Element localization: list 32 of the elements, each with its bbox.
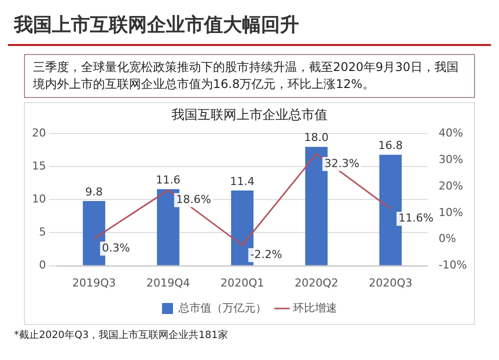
data-label: 16.8 <box>378 139 403 152</box>
chart-subtitle: 三季度，全球量化宽松政策推动下的股市持续升温，截至2020年9月30日，我国境内外上市的互联网企业总市值为16.8万亿元，环比上涨12%。 <box>24 54 475 98</box>
data-label: 18.0 <box>304 131 329 144</box>
y-tick-label: 10 <box>32 192 46 206</box>
y2-tick-label: 10% <box>438 206 464 219</box>
data-label: 32.3% <box>324 156 360 170</box>
y-tick-label: 20 <box>32 126 46 140</box>
x-tick-label: 2020Q3 <box>368 276 412 290</box>
data-label: 18.6% <box>176 193 212 206</box>
y2-tick-label: -10% <box>438 258 468 272</box>
y-tick-label: 0 <box>38 258 46 272</box>
x-tick-label: 2020Q2 <box>294 276 338 290</box>
y2-tick-label: 30% <box>438 152 464 166</box>
data-label: 0.3% <box>102 241 130 254</box>
chart-title: 我国上市互联网企业市值大幅回升 <box>8 8 491 46</box>
legend-label: 总市值（万亿元） <box>178 301 266 314</box>
x-tick-label: 2019Q4 <box>146 276 190 290</box>
y-tick-label: 15 <box>32 160 46 173</box>
legend-label: 环比增速 <box>293 301 337 314</box>
text: 我国互联网上市企业总市值 <box>170 107 328 124</box>
data-label: 11.6 <box>156 173 180 186</box>
y2-tick-label: 20% <box>438 179 464 192</box>
data-label: 11.6% <box>398 212 434 225</box>
y-tick-label: 5 <box>38 226 46 239</box>
y2-tick-label: 0% <box>438 232 456 246</box>
data-label: -2.2% <box>250 248 282 262</box>
text: *截止2020年Q3，我国上市互联网企业共181家 <box>14 328 229 342</box>
data-label: 11.4 <box>230 174 255 188</box>
y2-tick-label: 40% <box>438 126 464 140</box>
x-tick-label: 2020Q1 <box>220 276 264 290</box>
data-label: 9.8 <box>85 185 103 198</box>
x-tick-label: 2019Q3 <box>72 276 116 290</box>
